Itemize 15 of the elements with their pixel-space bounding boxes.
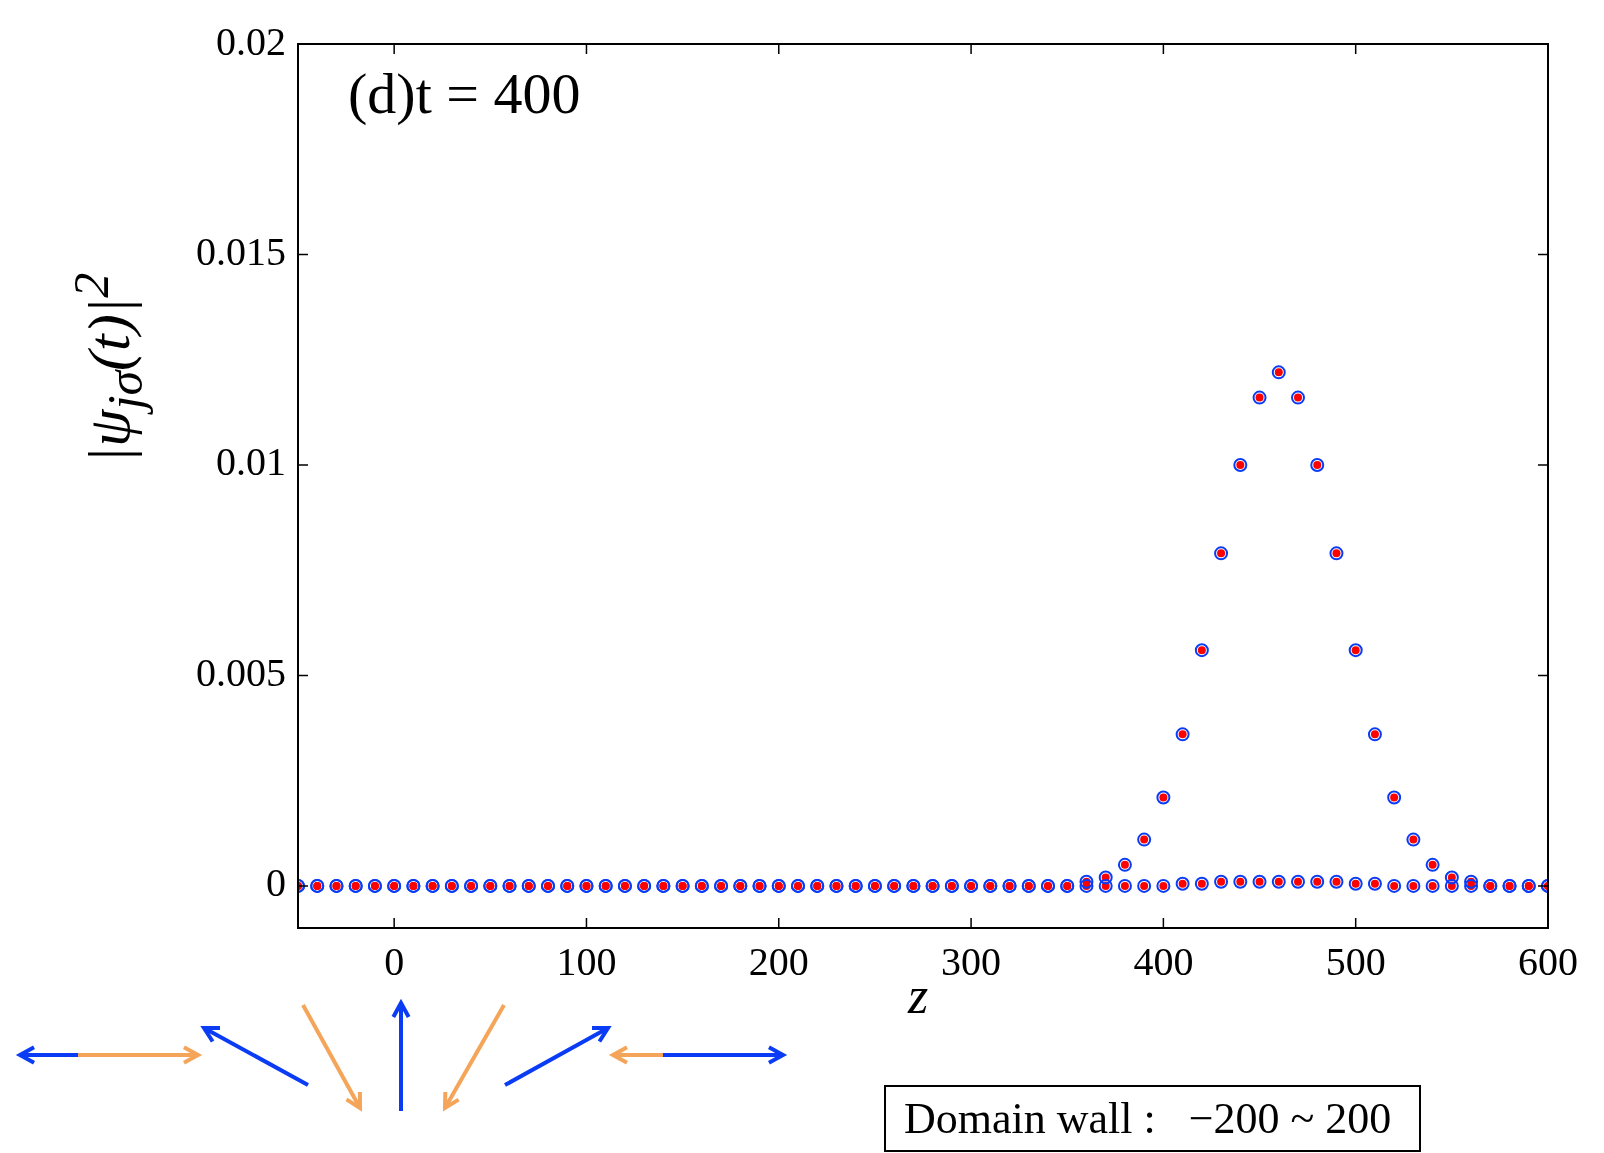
text: Domain wall : −200 ~ 200	[884, 1085, 1422, 1152]
annotation: (d)t = 400	[348, 61, 581, 127]
x-tick-label: 200	[748, 938, 809, 984]
x-tick-label: 0	[384, 938, 405, 984]
x-tick-label: 100	[556, 938, 617, 984]
x-tick-label: 300	[941, 938, 1002, 984]
x-axis-title: z	[906, 966, 929, 1024]
y-tick-label: 0.01	[216, 439, 286, 485]
y-tick-label: 0	[266, 860, 286, 906]
y-tick-label: 0.02	[216, 18, 286, 64]
x-tick-label: 600	[1518, 938, 1578, 984]
y-tick-label: 0.005	[196, 649, 286, 695]
x-tick-label: 400	[1133, 938, 1194, 984]
y-tick-label: 0.015	[196, 228, 286, 274]
x-tick-label: 500	[1325, 938, 1386, 984]
